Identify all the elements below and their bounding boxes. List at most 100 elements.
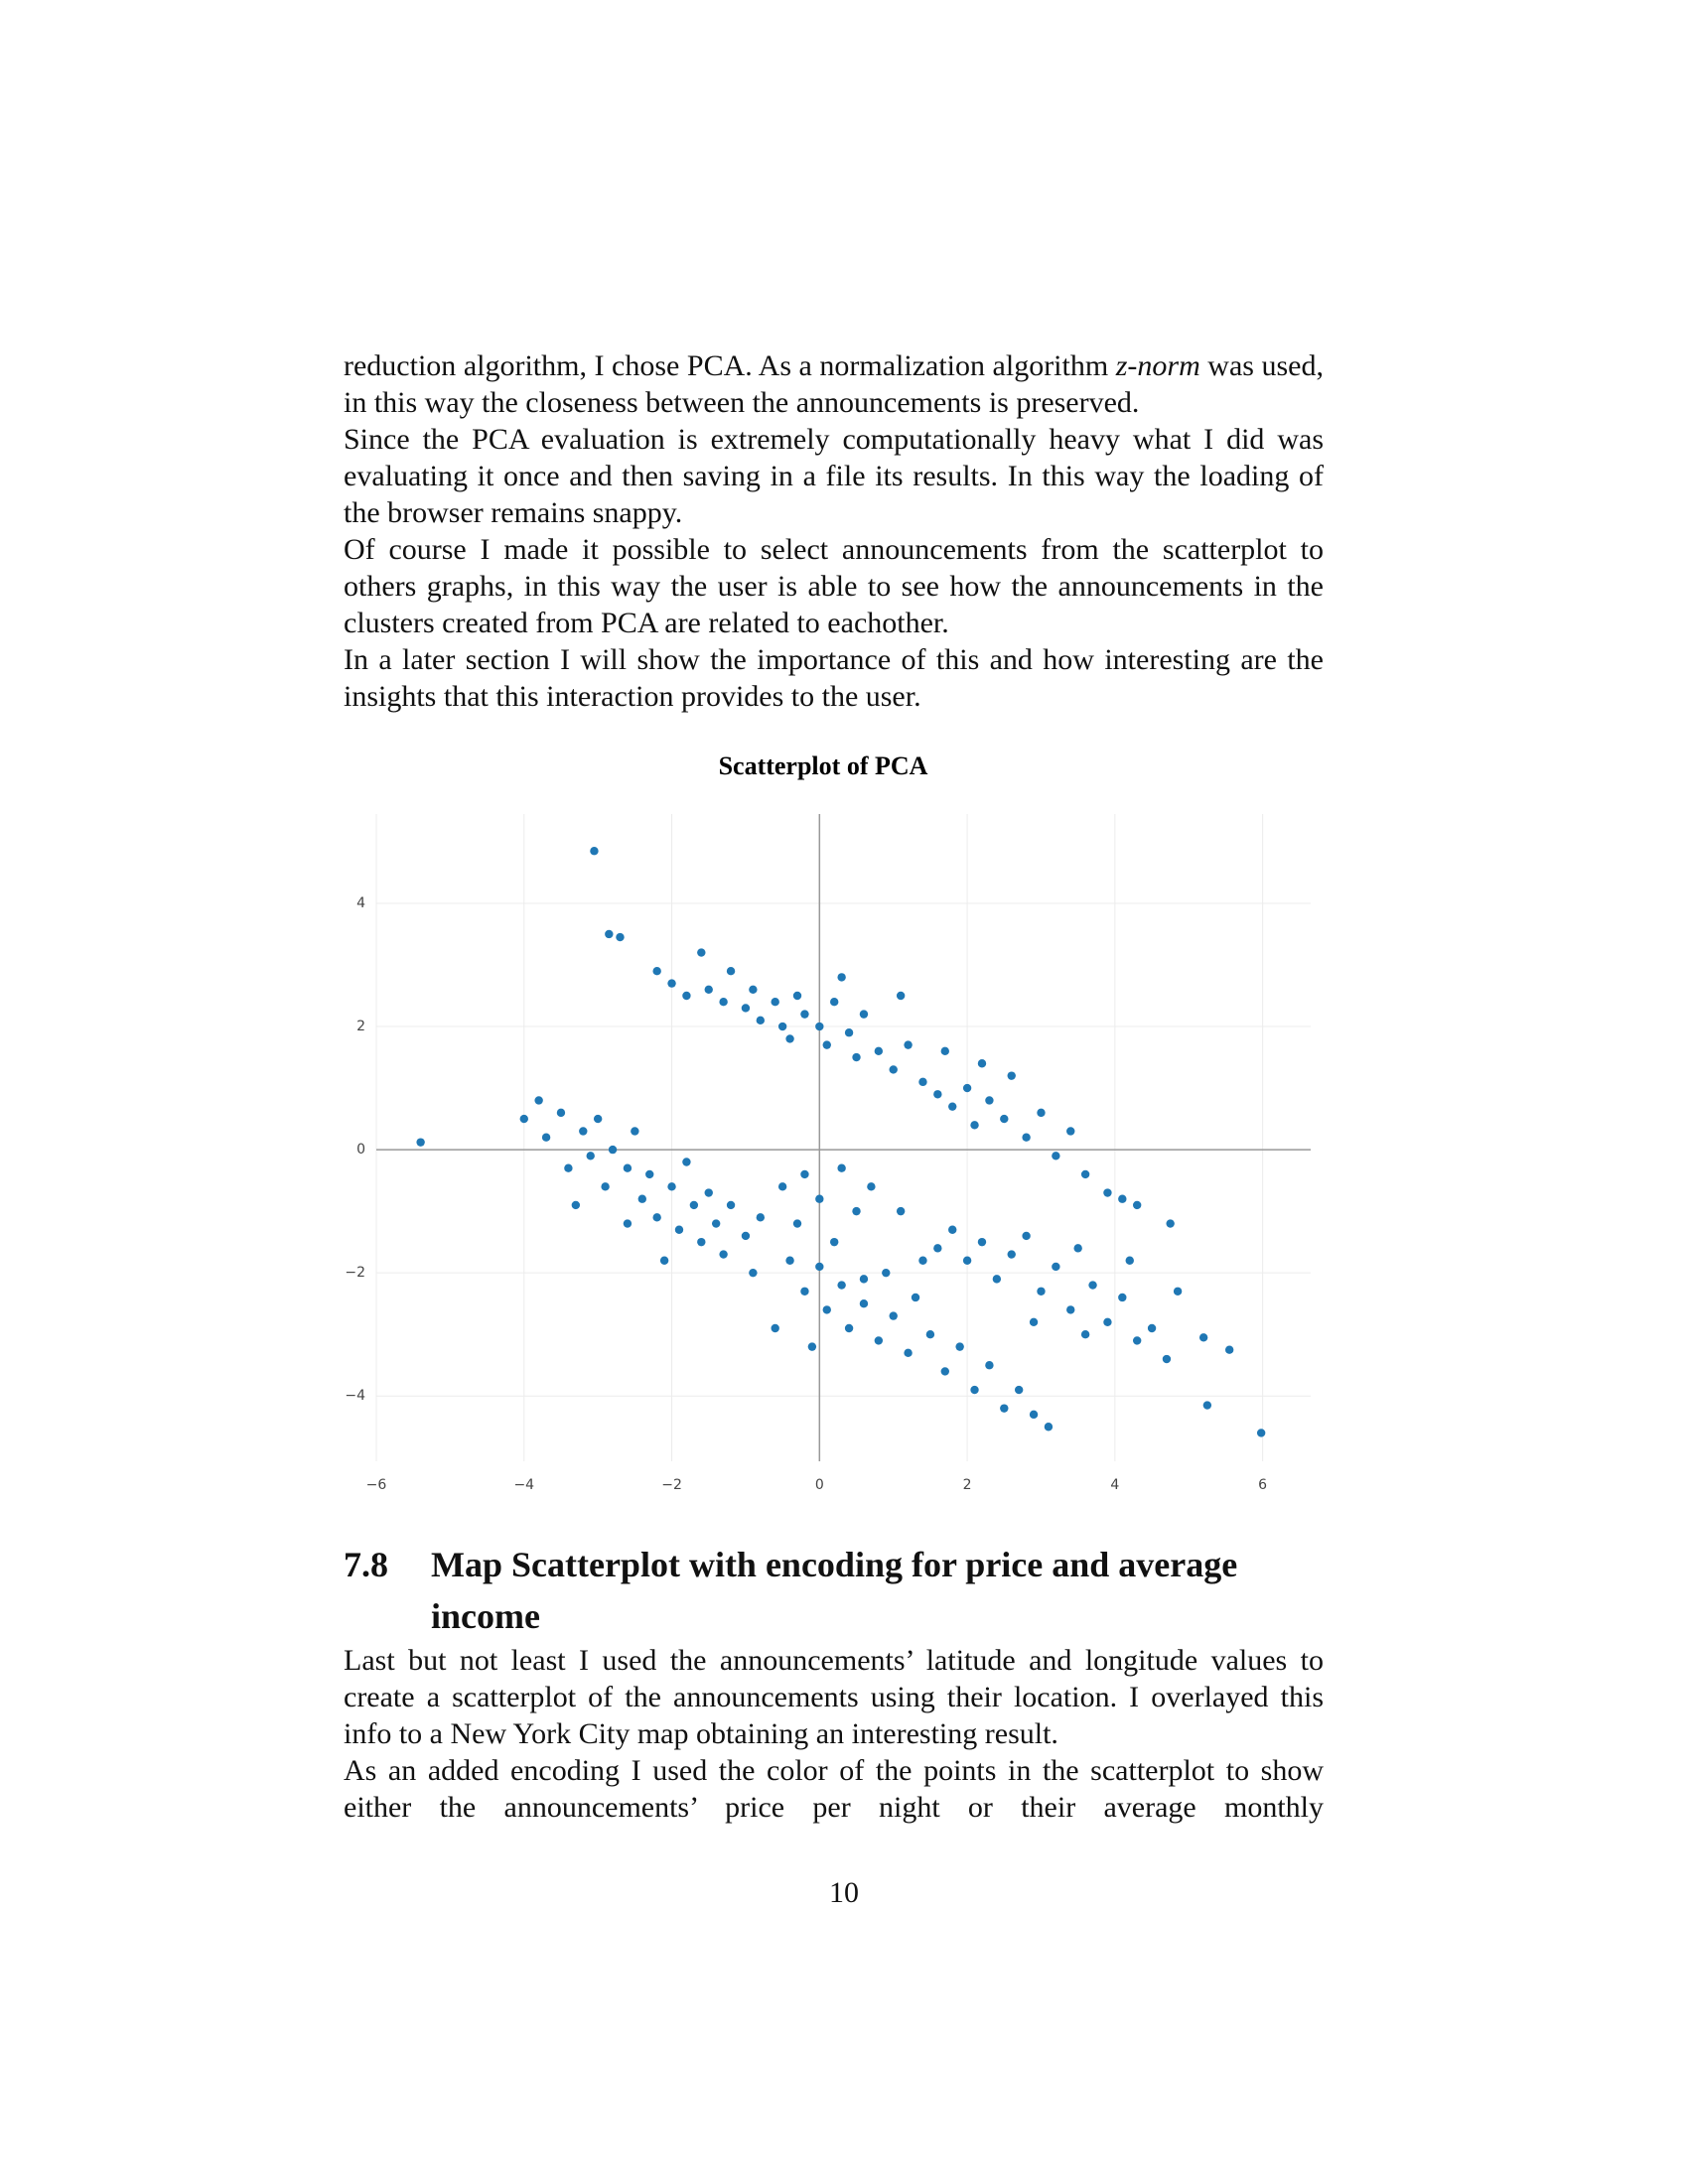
point — [933, 1090, 942, 1099]
point — [977, 1059, 987, 1068]
point — [667, 979, 676, 988]
point — [1066, 1305, 1075, 1314]
point — [601, 1182, 610, 1191]
point — [1007, 1071, 1016, 1080]
point — [719, 998, 728, 1007]
point — [623, 1163, 633, 1172]
point — [1224, 1345, 1234, 1354]
y-tick-label: −2 — [345, 1265, 365, 1281]
point — [771, 998, 779, 1007]
point — [659, 1256, 669, 1265]
point — [948, 1102, 957, 1111]
paragraph: Since the PCA evaluation is extremely co… — [344, 423, 1324, 529]
point — [697, 948, 706, 957]
x-tick-label: 4 — [1110, 1477, 1119, 1489]
point — [741, 1004, 751, 1013]
point — [896, 991, 906, 1001]
point — [889, 1065, 898, 1074]
emphasis: z-norm — [1115, 349, 1200, 382]
point — [859, 1298, 869, 1308]
section-text: Last but not least I used the announceme… — [344, 1642, 1324, 1826]
point — [844, 1028, 854, 1037]
point — [726, 1200, 736, 1210]
point — [1014, 1385, 1024, 1395]
point — [1147, 1323, 1157, 1333]
point — [1118, 1293, 1127, 1302]
point — [1198, 1333, 1208, 1342]
point — [711, 1219, 721, 1228]
point — [1037, 1108, 1046, 1118]
point — [1080, 1169, 1090, 1179]
point — [756, 1016, 766, 1025]
point — [822, 1040, 831, 1049]
point — [882, 1268, 891, 1278]
point — [777, 1022, 787, 1031]
body-text: reduction algorithm, I chose PCA. As a n… — [344, 347, 1324, 715]
point — [874, 1336, 884, 1345]
point — [800, 1287, 809, 1296]
point — [985, 1096, 994, 1105]
point — [1052, 1262, 1060, 1272]
point — [756, 1213, 766, 1222]
section-number: 7.8 — [344, 1545, 388, 1584]
page-number: 10 — [829, 1876, 859, 1909]
point — [1162, 1354, 1172, 1364]
point — [1022, 1133, 1031, 1142]
point — [749, 985, 758, 995]
point — [704, 985, 713, 995]
point — [682, 991, 691, 1001]
point — [623, 1219, 633, 1228]
point — [867, 1182, 876, 1191]
point — [1173, 1287, 1183, 1296]
paragraph: In a later section I will show the impor… — [344, 643, 1324, 713]
point — [1037, 1287, 1046, 1296]
point — [970, 1385, 979, 1395]
point — [1000, 1114, 1009, 1124]
point — [571, 1200, 581, 1210]
paragraph: As an added encoding I used the color of… — [344, 1754, 1324, 1824]
y-tick-label: 0 — [356, 1142, 365, 1158]
point — [1202, 1401, 1212, 1410]
point — [579, 1127, 588, 1136]
chart: Scatterplot of PCA −6 −4 −2 0 2 4 6 −4 −2 0 2 4 — [345, 751, 1311, 1489]
point — [874, 1046, 884, 1056]
point — [608, 1145, 618, 1155]
point — [1125, 1256, 1134, 1265]
point — [852, 1052, 861, 1062]
point — [1103, 1317, 1112, 1326]
point — [667, 1182, 676, 1191]
point — [985, 1361, 994, 1370]
text: reduction algorithm, I chose PCA. As a n… — [344, 349, 1116, 382]
x-tick-label: 6 — [1258, 1477, 1267, 1489]
point — [830, 1237, 839, 1247]
point — [962, 1256, 972, 1265]
point — [911, 1293, 920, 1302]
point — [1052, 1152, 1060, 1160]
point — [534, 1096, 543, 1105]
point — [1044, 1423, 1054, 1432]
point — [564, 1163, 573, 1172]
point — [1166, 1219, 1175, 1228]
point — [970, 1121, 979, 1130]
point — [889, 1311, 898, 1320]
point — [652, 966, 661, 976]
point — [645, 1169, 654, 1179]
point — [807, 1342, 817, 1351]
paragraph: reduction algorithm, I chose PCA. As a n… — [344, 347, 1324, 421]
point — [918, 1077, 927, 1087]
point — [815, 1262, 824, 1272]
point — [1022, 1231, 1031, 1241]
y-tick-label: 4 — [356, 895, 365, 911]
section-title: Map Scatterplot with encoding for price … — [431, 1545, 1238, 1636]
x-tick-label: −6 — [366, 1477, 387, 1489]
point — [896, 1206, 906, 1216]
point — [1066, 1127, 1075, 1136]
x-tick-label: 0 — [815, 1477, 824, 1489]
point — [977, 1237, 987, 1247]
point — [800, 1010, 809, 1019]
point — [940, 1046, 949, 1056]
point — [852, 1206, 861, 1216]
point — [859, 1010, 869, 1019]
point — [1029, 1410, 1039, 1420]
